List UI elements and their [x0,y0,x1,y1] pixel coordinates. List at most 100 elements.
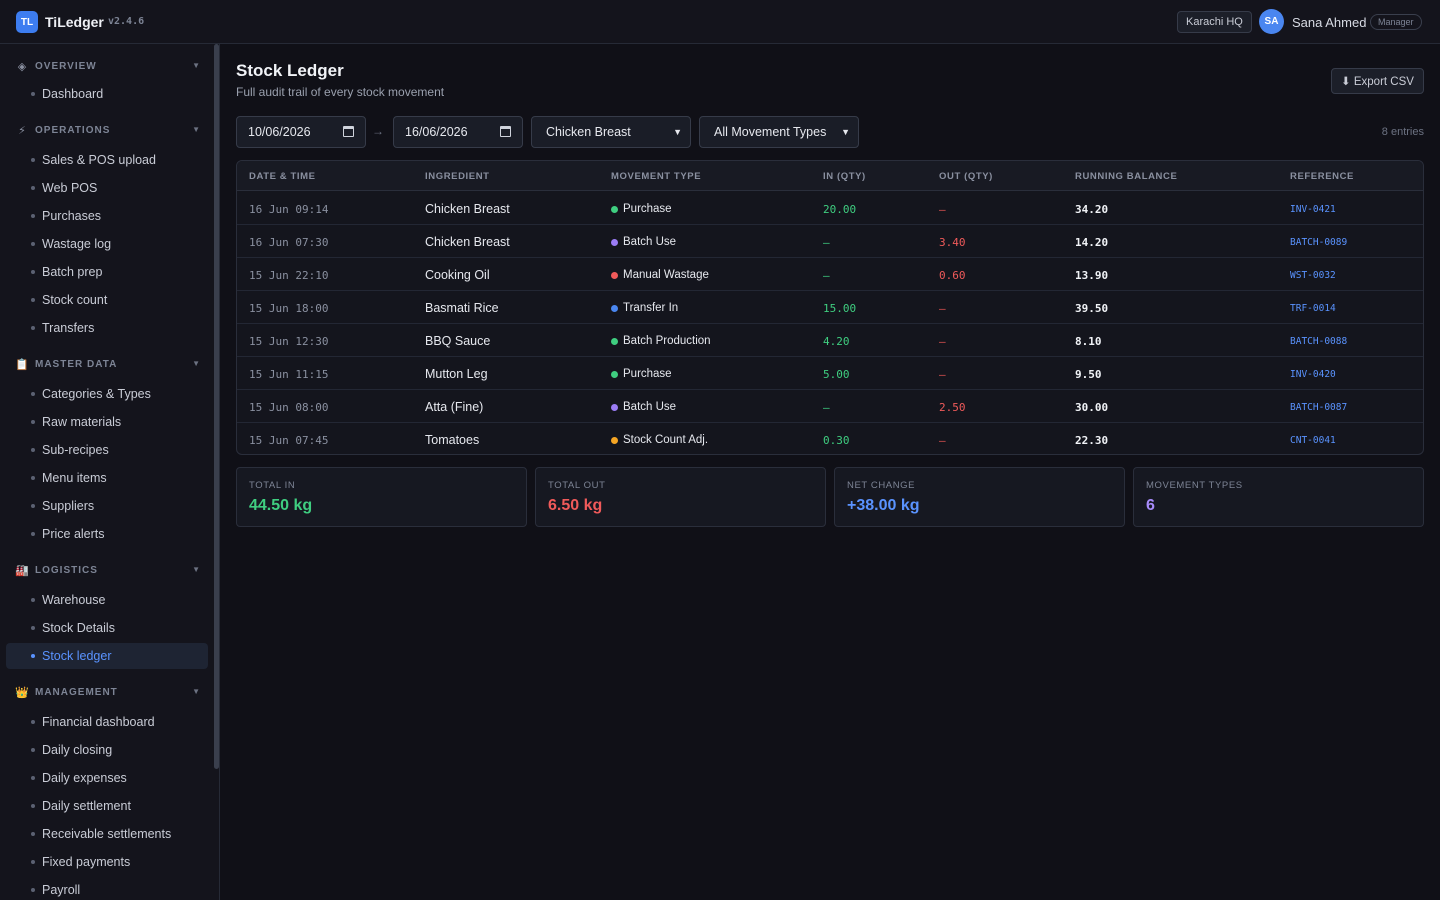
table-row[interactable]: 16 Jun 09:14 Chicken Breast Purchase 20.00 —… [237,192,1423,225]
chevron-down-icon[interactable]: ▼ [192,125,200,134]
sidebar-item[interactable]: Daily closing [6,737,208,763]
reference-link[interactable]: BATCH-0087 [1290,402,1348,413]
factory-icon: 🏭 [15,564,29,577]
stat-label: TOTAL OUT [548,480,606,491]
branch-selector[interactable]: Karachi HQ [1177,11,1252,33]
chevron-down-icon[interactable]: ▼ [192,565,200,574]
app-logo[interactable]: TL [16,11,38,33]
entries-count: 8 entries [1381,126,1424,138]
sidebar-scrollbar[interactable] [214,44,219,769]
table-row[interactable]: 15 Jun 18:00 Basmati Rice Transfer In 15.00… [237,291,1423,324]
table-row[interactable]: 15 Jun 11:15 Mutton Leg Purchase 5.00 — 9.50 I… [237,357,1423,390]
sidebar-item-label: Dashboard [42,87,104,101]
reference-link[interactable]: TRF-0014 [1290,303,1336,314]
sidebar-item[interactable]: Payroll [6,877,208,900]
avatar[interactable]: SA [1259,9,1284,34]
table-row[interactable]: 16 Jun 07:30 Chicken Breast Batch Use — 3.40… [237,225,1423,258]
nav-group-4[interactable]: 👑 MANAGEMENT ▼ [14,684,204,700]
reference-link[interactable]: BATCH-0089 [1290,237,1348,248]
bullet-icon [31,298,35,302]
chevron-down-icon[interactable]: ▼ [192,61,200,70]
reference-link[interactable]: INV-0421 [1290,204,1336,215]
sidebar-item-label: Daily expenses [42,771,127,785]
sidebar-item[interactable]: Categories & Types [6,381,208,407]
reference-link[interactable]: WST-0032 [1290,270,1336,281]
column-header[interactable]: REFERENCE [1290,171,1354,182]
sidebar-item[interactable]: Daily expenses [6,765,208,791]
bullet-icon [31,832,35,836]
sidebar-item[interactable]: Menu items [6,465,208,491]
cell-in-qty: — [823,401,830,414]
sidebar-item-label: Raw materials [42,415,122,429]
sidebar-item[interactable]: Dashboard [6,81,208,107]
nav-group-1[interactable]: ⚡ OPERATIONS ▼ [14,122,204,138]
table-row[interactable]: 15 Jun 12:30 BBQ Sauce Batch Production 4.2… [237,324,1423,357]
cell-out-qty: — [939,434,946,447]
date-to-input[interactable]: 16/06/2026 [393,116,523,148]
sidebar-item[interactable]: Transfers [6,315,208,341]
column-header[interactable]: IN (QTY) [823,171,866,182]
sidebar-item[interactable]: Suppliers [6,493,208,519]
bullet-icon [31,326,35,330]
sidebar-item[interactable]: Warehouse [6,587,208,613]
user-name[interactable]: Sana Ahmed [1292,15,1367,30]
nav-group-2[interactable]: 📋 MASTER DATA ▼ [14,356,204,372]
movement-type-label: Manual Wastage [623,269,709,281]
movement-type-select[interactable]: All Movement Types ▼ [699,116,859,148]
chevron-down-icon[interactable]: ▼ [192,359,200,368]
reference-link[interactable]: CNT-0041 [1290,435,1336,446]
sidebar-item[interactable]: Stock ledger [6,643,208,669]
sidebar-item[interactable]: Web POS [6,175,208,201]
column-header[interactable]: RUNNING BALANCE [1075,171,1178,182]
nav-group-3[interactable]: 🏭 LOGISTICS ▼ [14,562,204,578]
chevron-down-icon: ▼ [841,127,850,137]
status-dot-icon [611,337,618,345]
movement-type-label: Purchase [623,368,672,380]
cell-in-qty: 20.00 [823,203,857,216]
sidebar-item[interactable]: Purchases [6,203,208,229]
export-csv-button[interactable]: ⬇ Export CSV [1331,68,1424,94]
sidebar-item[interactable]: Sub-recipes [6,437,208,463]
sidebar-item-label: Batch prep [42,265,103,279]
bullet-icon [31,214,35,218]
sidebar-item[interactable]: Stock Details [6,615,208,641]
calendar-icon[interactable] [500,126,511,137]
column-header[interactable]: OUT (QTY) [939,171,993,182]
reference-link[interactable]: INV-0420 [1290,369,1336,380]
status-dot-icon [611,238,618,246]
sidebar-item[interactable]: Daily settlement [6,793,208,819]
movement-type-label: Batch Use [623,401,677,413]
sidebar-item[interactable]: Price alerts [6,521,208,547]
chevron-down-icon[interactable]: ▼ [192,687,200,696]
cell-in-qty: — [823,269,830,282]
movement-type-badge: Batch Use [611,236,676,248]
column-header[interactable]: INGREDIENT [425,171,490,182]
sidebar-item[interactable]: Fixed payments [6,849,208,875]
sidebar-item[interactable]: Sales & POS upload [6,147,208,173]
ingredient-select-value: Chicken Breast [546,125,631,139]
sidebar-item[interactable]: Receivable settlements [6,821,208,847]
cell-date: 15 Jun 22:10 [249,269,329,282]
bullet-icon [31,532,35,536]
table-row[interactable]: 15 Jun 07:45 Tomatoes Stock Count Adj. 0.30… [237,423,1423,454]
sidebar-item[interactable]: Financial dashboard [6,709,208,735]
sidebar-item[interactable]: Batch prep [6,259,208,285]
cell-date: 15 Jun 08:00 [249,401,329,414]
table-row[interactable]: 15 Jun 22:10 Cooking Oil Manual Wastage — 0.… [237,258,1423,291]
sidebar-item[interactable]: Wastage log [6,231,208,257]
bullet-icon [31,748,35,752]
sidebar: ◈ OVERVIEW ▼ Dashboard ⚡ OPERATIONS ▼ Sales & P… [0,44,220,900]
bullet-icon [31,720,35,724]
ingredient-select[interactable]: Chicken Breast ▼ [531,116,691,148]
calendar-icon[interactable] [343,126,354,137]
bullet-icon [31,776,35,780]
table-row[interactable]: 15 Jun 08:00 Atta (Fine) Batch Use — 2.50 30.… [237,390,1423,423]
stat-value: 6.50 kg [548,497,603,514]
nav-group-0[interactable]: ◈ OVERVIEW ▼ [14,58,204,74]
column-header[interactable]: MOVEMENT TYPE [611,171,702,182]
column-header[interactable]: DATE & TIME [249,171,316,182]
reference-link[interactable]: BATCH-0088 [1290,336,1348,347]
sidebar-item[interactable]: Raw materials [6,409,208,435]
sidebar-item[interactable]: Stock count [6,287,208,313]
date-from-input[interactable]: 10/06/2026 [236,116,366,148]
